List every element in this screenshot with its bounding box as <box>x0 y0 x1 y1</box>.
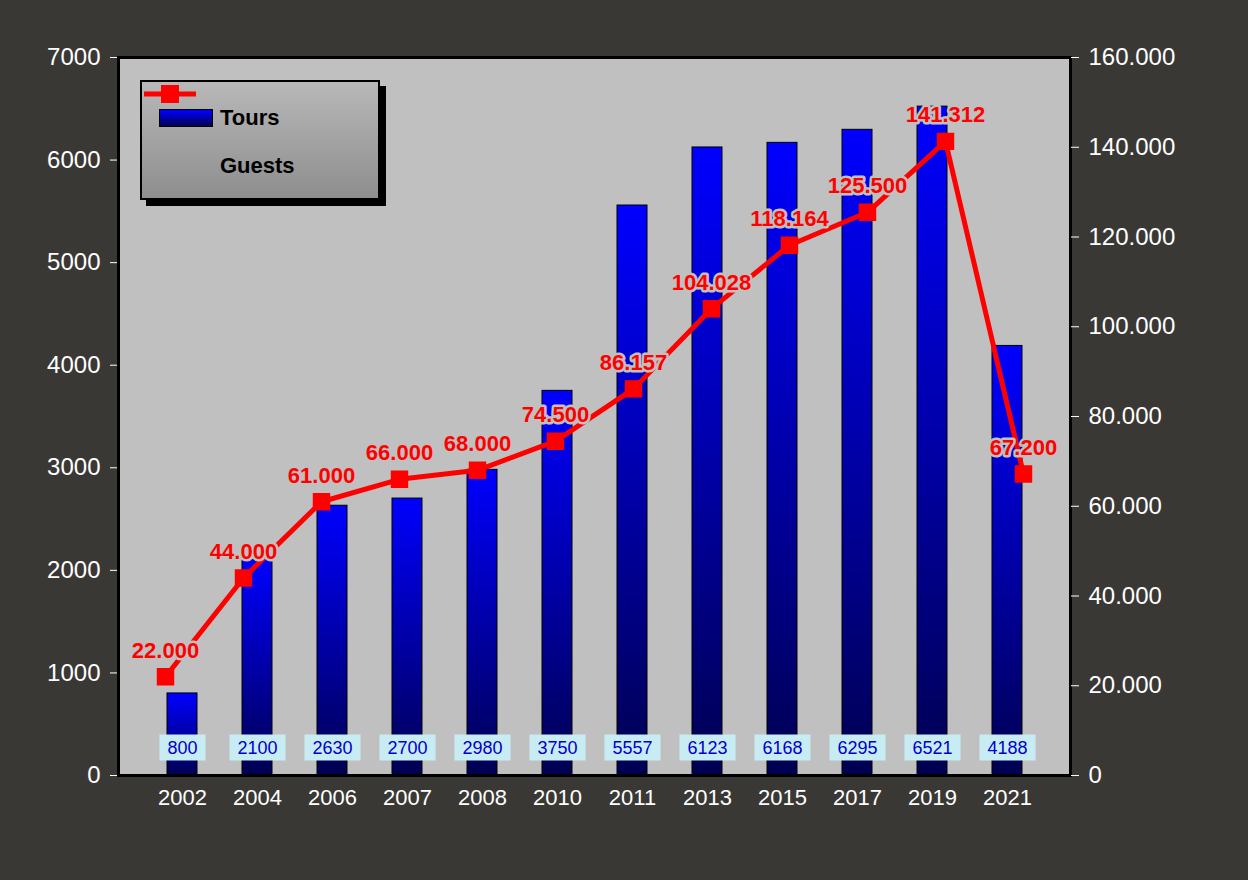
svg-text:6168: 6168 <box>762 738 802 758</box>
svg-text:2007: 2007 <box>383 785 432 810</box>
svg-text:68.000: 68.000 <box>444 431 511 456</box>
svg-text:4188: 4188 <box>987 738 1027 758</box>
svg-text:20.000: 20.000 <box>1089 671 1162 698</box>
svg-text:1000: 1000 <box>47 659 100 686</box>
html-text:Guests: Guests <box>220 153 295 178</box>
svg-text:86.157: 86.157 <box>600 350 667 375</box>
svg-text:3750: 3750 <box>537 738 577 758</box>
html-text:Tours: Tours <box>220 105 280 130</box>
svg-text:800: 800 <box>167 738 197 758</box>
svg-text:140.000: 140.000 <box>1089 133 1176 160</box>
svg-text:2019: 2019 <box>908 785 957 810</box>
svg-text:2000: 2000 <box>47 556 100 583</box>
svg-text:2002: 2002 <box>158 785 207 810</box>
svg-text:2004: 2004 <box>233 785 282 810</box>
svg-text:2017: 2017 <box>833 785 882 810</box>
svg-text:100.000: 100.000 <box>1089 312 1176 339</box>
svg-text:6295: 6295 <box>837 738 877 758</box>
svg-text:2008: 2008 <box>458 785 507 810</box>
svg-text:118.164: 118.164 <box>750 206 829 231</box>
svg-text:5000: 5000 <box>47 248 100 275</box>
svg-text:80.000: 80.000 <box>1089 402 1162 429</box>
svg-text:60.000: 60.000 <box>1089 492 1162 519</box>
svg-text:6521: 6521 <box>912 738 952 758</box>
svg-text:104.028: 104.028 <box>672 270 752 295</box>
svg-text:22.000: 22.000 <box>132 638 199 663</box>
svg-text:0: 0 <box>87 761 100 788</box>
svg-text:66.000: 66.000 <box>366 440 433 465</box>
svg-text:2021: 2021 <box>983 785 1032 810</box>
svg-text:160.000: 160.000 <box>1089 43 1176 70</box>
svg-text:6000: 6000 <box>47 146 100 173</box>
svg-text:2630: 2630 <box>312 738 352 758</box>
svg-text:74.500: 74.500 <box>522 402 589 427</box>
svg-text:44.000: 44.000 <box>210 539 277 564</box>
svg-text:2700: 2700 <box>387 738 427 758</box>
svg-text:125.500: 125.500 <box>828 173 908 198</box>
svg-text:2011: 2011 <box>609 785 656 810</box>
svg-text:0: 0 <box>1089 761 1102 788</box>
svg-text:2013: 2013 <box>683 785 732 810</box>
svg-text:4000: 4000 <box>47 351 100 378</box>
svg-text:61.000: 61.000 <box>288 463 355 488</box>
svg-text:6123: 6123 <box>687 738 727 758</box>
svg-text:3000: 3000 <box>47 453 100 480</box>
svg-text:67.200: 67.200 <box>990 435 1057 460</box>
svg-text:40.000: 40.000 <box>1089 582 1162 609</box>
svg-text:2015: 2015 <box>758 785 807 810</box>
svg-text:2100: 2100 <box>237 738 277 758</box>
svg-text:120.000: 120.000 <box>1089 223 1176 250</box>
svg-text:141.312: 141.312 <box>906 102 986 127</box>
svg-text:7000: 7000 <box>47 43 100 70</box>
svg-text:2980: 2980 <box>462 738 502 758</box>
svg-text:5557: 5557 <box>612 738 652 758</box>
svg-text:2010: 2010 <box>533 785 582 810</box>
svg-text:2006: 2006 <box>308 785 357 810</box>
